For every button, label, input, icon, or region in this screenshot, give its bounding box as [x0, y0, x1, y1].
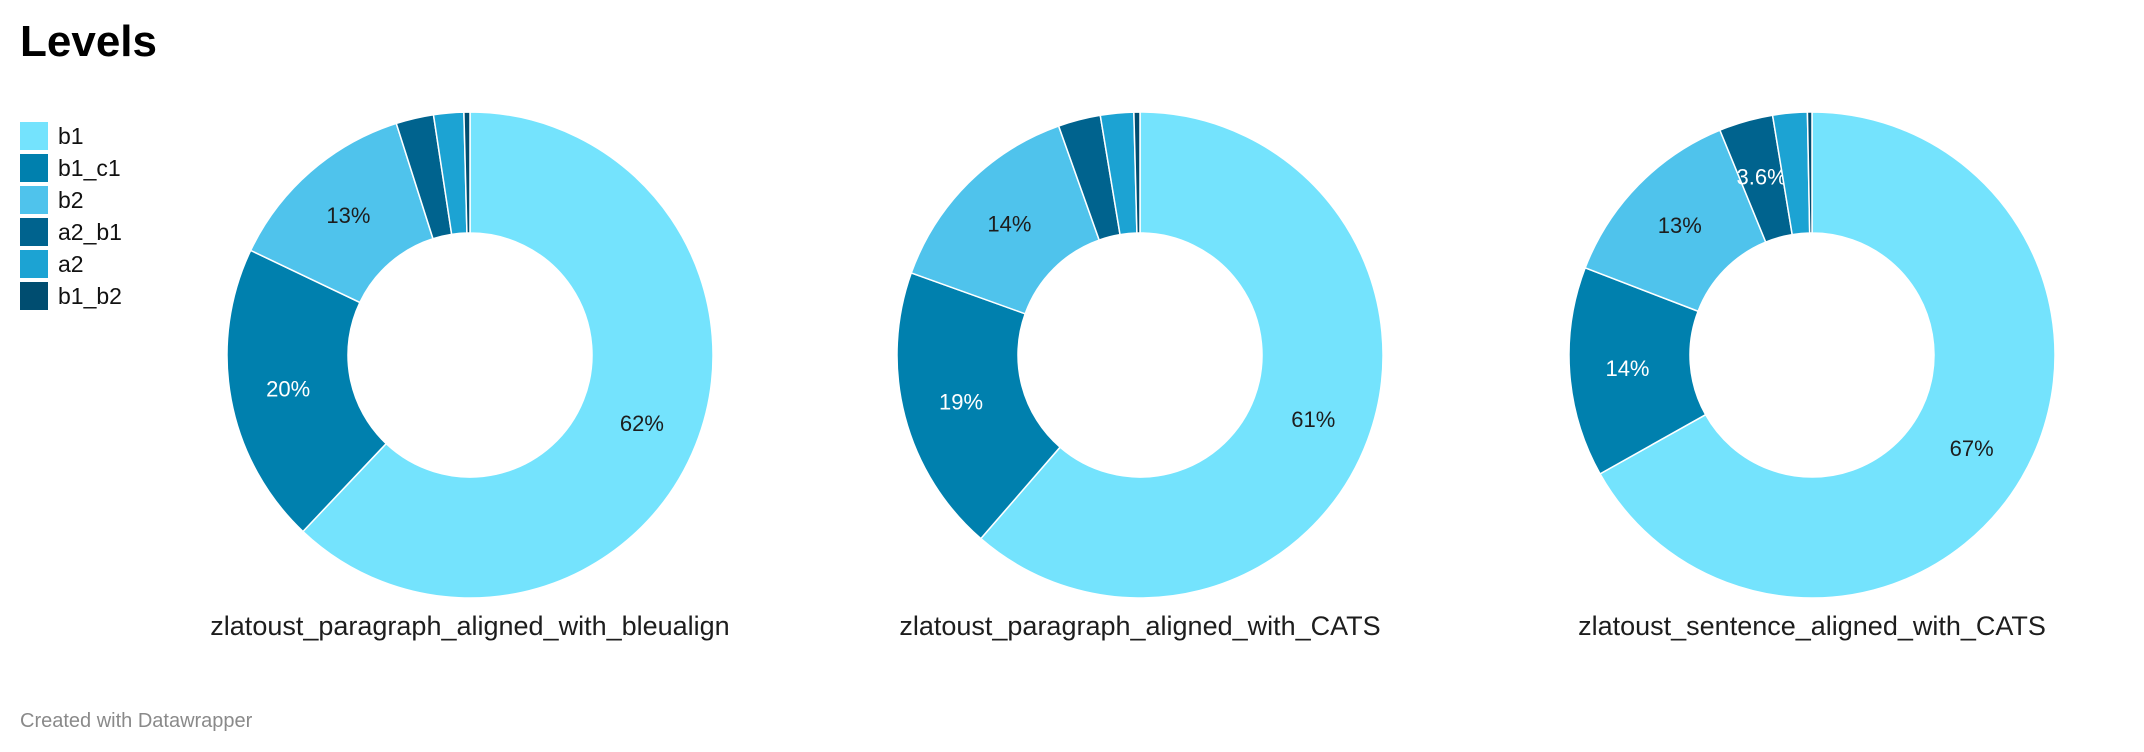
legend-swatch	[20, 250, 48, 278]
donut-slice-b1-b2	[1806, 111, 1813, 234]
donut-slice-b1-c1	[896, 271, 1062, 540]
slice-value-label: 62%	[620, 411, 664, 436]
legend-item: a2_b1	[20, 216, 122, 248]
donut-slice-b1	[301, 111, 714, 599]
legend-swatch	[20, 218, 48, 246]
donut-title: zlatoust_paragraph_aligned_with_CATS	[899, 611, 1380, 641]
legend-item: b2	[20, 184, 122, 216]
slice-value-label: 20%	[266, 376, 310, 401]
legend-swatch	[20, 122, 48, 150]
slice-value-label: 3.6%	[1737, 164, 1787, 189]
legend-item: b1_b2	[20, 280, 122, 312]
slice-value-label: 19%	[939, 389, 983, 414]
donut-slice-b1	[1599, 111, 2056, 599]
legend-item: b1_c1	[20, 152, 122, 184]
slice-value-label: 14%	[987, 211, 1031, 236]
slice-value-label: 61%	[1291, 407, 1335, 432]
donut-chart: 62% 20% 13% zlatoust_paragraph_aligned_with…	[210, 111, 730, 641]
footer-credit: Created with Datawrapper	[20, 710, 253, 732]
legend-label: b1	[58, 122, 84, 149]
donut-title: zlatoust_paragraph_aligned_with_bleualig…	[210, 611, 729, 641]
slice-value-label: 14%	[1605, 356, 1649, 381]
legend-item: b1	[20, 120, 122, 152]
slice-value-label: 13%	[1658, 213, 1702, 238]
legend: b1 b1_c1 b2 a2_b1 a2 b1_b2	[20, 120, 122, 312]
donut-slice-b1-b2	[463, 111, 471, 234]
legend-label: a2_b1	[58, 218, 122, 245]
donut-slice-b1-c1	[1568, 266, 1707, 475]
donut-slice-b2	[910, 125, 1101, 315]
legend-swatch	[20, 282, 48, 310]
donut-slice-b1-b2	[1133, 111, 1141, 234]
legend-label: b1_c1	[58, 154, 121, 181]
slice-value-label: 13%	[326, 203, 370, 228]
legend-label: b2	[58, 186, 84, 213]
legend-swatch	[20, 154, 48, 182]
donut-slice-b1-c1	[226, 249, 388, 533]
donut-chart: 61% 19% 14% zlatoust_paragraph_aligned_with…	[896, 111, 1384, 641]
legend-label: a2	[58, 250, 84, 277]
donut-slice-b2	[249, 122, 434, 304]
donut-slice-b1	[979, 111, 1384, 599]
legend-item: a2	[20, 248, 122, 280]
chart-title: Levels	[20, 17, 157, 66]
donut-title: zlatoust_sentence_aligned_with_CATS	[1578, 611, 2046, 641]
legend-swatch	[20, 186, 48, 214]
slice-value-label: 67%	[1950, 436, 1994, 461]
legend-label: b1_b2	[58, 282, 122, 309]
donut-slice-b2	[1584, 129, 1767, 313]
donut-chart: 67% 14% 13% 3.6% zlatoust_sentence_aligned_w…	[1568, 111, 2056, 641]
